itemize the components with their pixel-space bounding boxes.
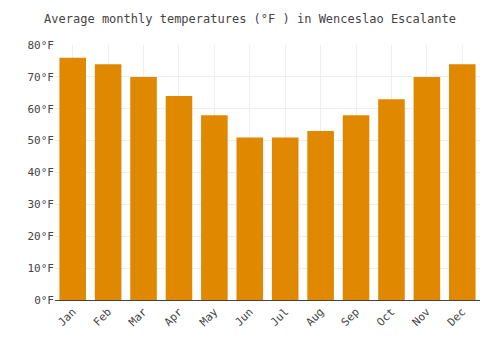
svg-text:Mar: Mar <box>126 305 150 329</box>
svg-text:0°F: 0°F <box>34 294 54 307</box>
svg-text:Oct: Oct <box>374 306 397 329</box>
svg-text:30°F: 30°F <box>28 198 55 211</box>
svg-text:50°F: 50°F <box>28 134 55 147</box>
svg-text:Nov: Nov <box>410 305 434 329</box>
svg-text:70°F: 70°F <box>28 71 55 84</box>
svg-text:Dec: Dec <box>445 306 468 329</box>
svg-text:20°F: 20°F <box>28 230 55 243</box>
svg-text:Sep: Sep <box>339 306 362 329</box>
svg-text:Aug: Aug <box>303 306 326 329</box>
svg-text:Jun: Jun <box>233 306 256 329</box>
svg-text:Jul: Jul <box>268 306 291 329</box>
svg-text:40°F: 40°F <box>28 166 55 179</box>
svg-text:Apr: Apr <box>162 305 186 329</box>
svg-text:May: May <box>197 305 221 329</box>
svg-text:80°F: 80°F <box>28 39 55 52</box>
svg-text:Feb: Feb <box>91 306 114 329</box>
svg-text:Jan: Jan <box>55 306 78 329</box>
svg-text:Average monthly temperatures (: Average monthly temperatures (°F ) in We… <box>44 12 456 26</box>
svg-text:10°F: 10°F <box>28 262 55 275</box>
svg-text:60°F: 60°F <box>28 103 55 116</box>
